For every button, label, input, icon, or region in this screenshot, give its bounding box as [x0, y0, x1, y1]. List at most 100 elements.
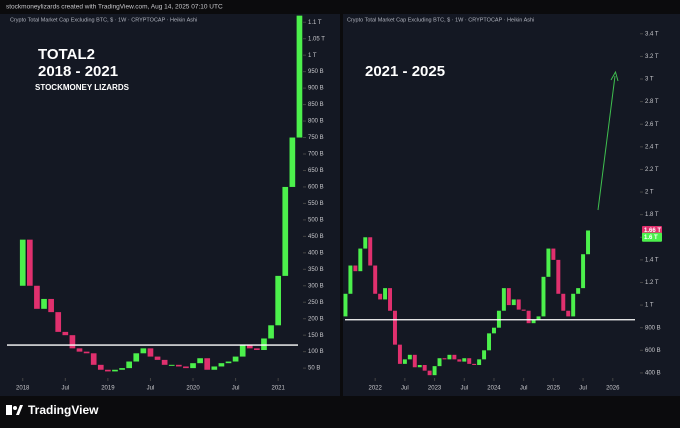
- candle: [581, 254, 586, 289]
- candle: [477, 359, 482, 365]
- y-tick-label: 950 B: [308, 69, 324, 75]
- candle: [462, 358, 467, 362]
- x-tick-label: 2022: [368, 386, 382, 392]
- y-tick-label: 3.4 T: [645, 31, 659, 37]
- y-tick-label: 600 B: [308, 185, 324, 191]
- annotation: TOTAL2: [38, 46, 95, 63]
- candle: [586, 230, 591, 255]
- candle: [140, 348, 147, 354]
- candle: [19, 239, 26, 286]
- y-tick-label: 150 B: [308, 333, 324, 339]
- panel-right: [343, 14, 680, 396]
- candle: [268, 325, 274, 339]
- candle: [275, 275, 282, 326]
- candle: [69, 335, 76, 349]
- candle: [531, 319, 536, 324]
- y-tick-label: 100 B: [308, 349, 324, 355]
- y-tick-label: 1.4 T: [645, 257, 659, 263]
- candle: [417, 365, 422, 368]
- candle: [348, 265, 353, 294]
- annotation: STOCKMONEY LIZARDS: [35, 83, 130, 92]
- y-tick-label: 900 B: [308, 86, 324, 92]
- candle: [487, 333, 492, 351]
- candle: [566, 310, 571, 317]
- arrow-head: [610, 70, 619, 82]
- candle: [147, 348, 154, 357]
- candle: [546, 248, 551, 277]
- candle: [225, 361, 232, 364]
- y-tick-label: 2 T: [645, 190, 654, 196]
- candle: [190, 363, 196, 369]
- x-tick-label: Jul: [147, 386, 155, 392]
- candle: [526, 310, 531, 324]
- candle: [133, 353, 140, 362]
- candle: [168, 364, 175, 366]
- x-tick-label: 2020: [186, 386, 200, 392]
- x-tick-label: 2026: [606, 386, 620, 392]
- candle: [491, 327, 496, 334]
- candle: [397, 344, 402, 364]
- candle: [296, 15, 303, 138]
- y-tick-label: 1.1 T: [308, 20, 322, 26]
- y-tick-label: 750 B: [308, 135, 324, 141]
- x-tick-label: Jul: [579, 386, 587, 392]
- y-tick-label: 1 T: [645, 303, 654, 309]
- candle: [183, 366, 189, 369]
- candle: [383, 288, 388, 300]
- x-tick-label: Jul: [61, 386, 69, 392]
- y-tick-label: 2.2 T: [645, 167, 659, 173]
- candle: [516, 299, 521, 310]
- candle: [467, 358, 472, 364]
- y-tick-label: 800 B: [645, 325, 661, 331]
- panel-subtitle: Crypto Total Market Cap Excluding BTC, $…: [347, 17, 534, 23]
- y-tick-label: 2.6 T: [645, 122, 659, 128]
- candle: [239, 345, 246, 357]
- y-tick-label: 2.8 T: [645, 99, 659, 105]
- y-tick-label: 350 B: [308, 267, 324, 273]
- candle: [119, 368, 125, 370]
- y-tick-label: 1.05 T: [308, 36, 325, 42]
- arrow-line: [597, 75, 616, 211]
- y-tick-label: 1 T: [308, 53, 317, 59]
- candle: [452, 354, 457, 360]
- candle: [211, 366, 218, 370]
- candle: [541, 276, 546, 317]
- candle: [576, 288, 581, 294]
- candle: [561, 293, 566, 311]
- footer-brand: TradingView: [28, 403, 99, 417]
- y-tick-label: 300 B: [308, 283, 324, 289]
- candle: [246, 345, 253, 349]
- annotation: 2021 - 2025: [365, 63, 445, 80]
- y-tick-label: 3 T: [645, 77, 654, 83]
- candle: [218, 363, 225, 367]
- candle: [41, 298, 47, 309]
- candle: [232, 356, 239, 362]
- candle: [571, 293, 576, 317]
- candle: [412, 354, 417, 368]
- candle: [378, 293, 383, 300]
- candle: [197, 358, 203, 364]
- y-tick-label: 650 B: [308, 168, 324, 174]
- x-tick-label: 2021: [271, 386, 285, 392]
- candle: [457, 359, 462, 362]
- candle: [254, 348, 260, 350]
- candle: [551, 248, 556, 260]
- candle: [536, 316, 541, 320]
- candle: [353, 265, 358, 272]
- logo: [6, 405, 23, 415]
- candle: [511, 299, 516, 306]
- y-tick-label: 1.2 T: [645, 280, 659, 286]
- y-tick-label: 550 B: [308, 201, 324, 207]
- y-tick-label: 2.4 T: [645, 144, 659, 150]
- y-tick-label: 200 B: [308, 316, 324, 322]
- candle: [161, 359, 168, 365]
- candle: [447, 354, 452, 360]
- y-tick-label: 3.2 T: [645, 54, 659, 60]
- candle: [204, 358, 211, 370]
- candle: [175, 364, 182, 367]
- x-tick-label: 2023: [428, 386, 442, 392]
- candle: [358, 248, 363, 272]
- x-tick-label: 2019: [101, 386, 115, 392]
- candle: [112, 369, 118, 372]
- candle: [392, 310, 397, 345]
